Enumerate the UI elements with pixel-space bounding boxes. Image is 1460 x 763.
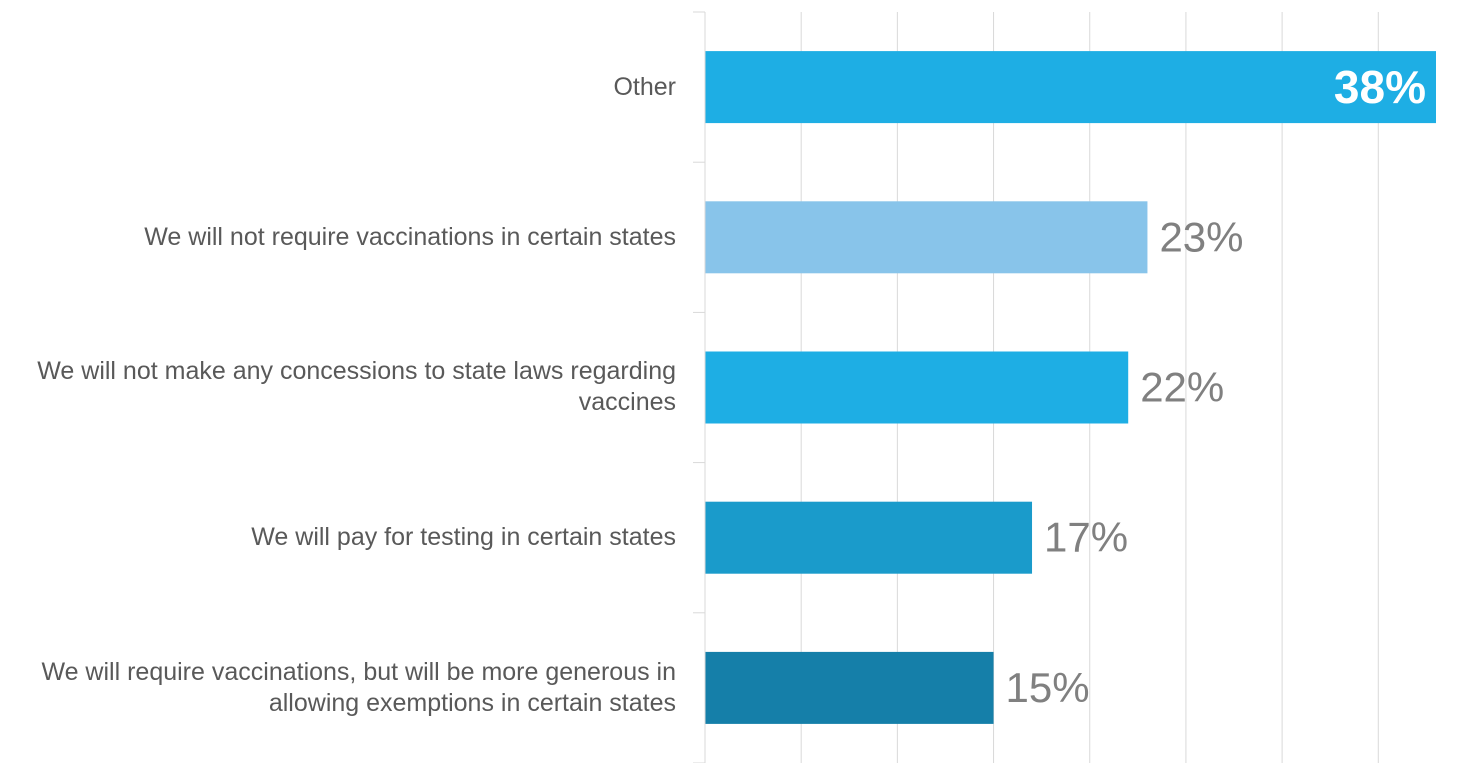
value-label: 15% <box>1006 664 1090 711</box>
value-label: 38% <box>1334 61 1426 113</box>
category-label: We will require vaccinations, but will b… <box>41 657 676 717</box>
bar <box>705 351 1129 424</box>
bar <box>705 201 1148 274</box>
bar <box>705 51 1436 124</box>
value-label: 23% <box>1159 213 1243 260</box>
category-label: We will not require vaccinations in cert… <box>144 222 676 251</box>
category-label: Other <box>613 72 676 101</box>
bar <box>705 651 994 724</box>
value-label: 22% <box>1140 364 1224 411</box>
value-label: 17% <box>1044 514 1128 561</box>
bar <box>705 501 1033 574</box>
category-label: We will not make any concessions to stat… <box>37 357 676 417</box>
category-label: We will pay for testing in certain state… <box>251 523 676 552</box>
